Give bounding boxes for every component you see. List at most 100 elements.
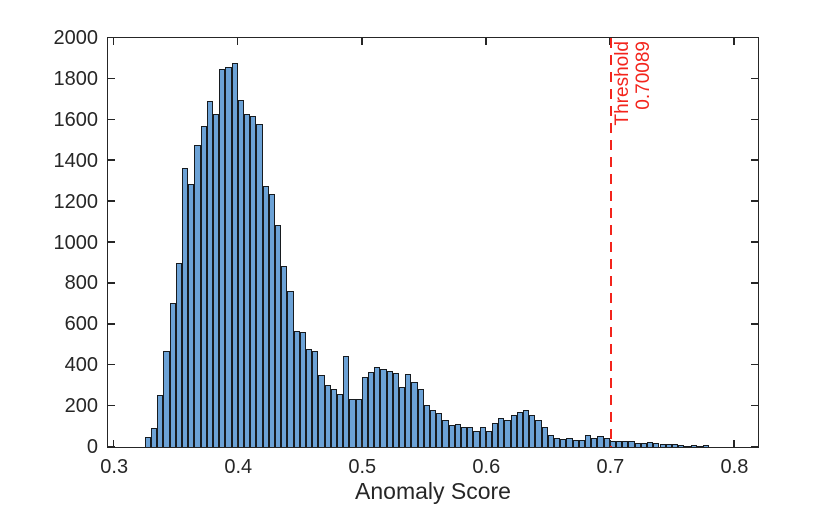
histogram-bar	[653, 443, 660, 447]
histogram-bar	[367, 372, 375, 447]
histogram-bar	[169, 303, 176, 447]
x-tick-mark	[361, 37, 363, 45]
y-tick-label: 600	[64, 313, 98, 336]
y-tick-mark	[750, 363, 758, 366]
histogram-bar	[510, 415, 517, 447]
histogram-bar	[281, 265, 288, 447]
x-tick-label: 0.5	[348, 456, 377, 478]
y-tick-label: 1400	[53, 149, 99, 172]
histogram-bar	[219, 69, 226, 447]
histogram-bar	[647, 442, 654, 447]
x-tick-label: 0.3	[100, 456, 129, 478]
histogram-bar	[454, 424, 462, 447]
histogram-bar	[361, 376, 368, 447]
y-tick-mark	[750, 241, 758, 243]
y-tick-mark	[107, 404, 115, 407]
y-tick-mark	[750, 118, 758, 121]
histogram-bar	[299, 331, 306, 447]
histogram-bar	[386, 371, 393, 447]
histogram-bar	[417, 389, 424, 447]
x-tick-mark	[609, 37, 611, 45]
x-tick-mark	[609, 439, 611, 447]
histogram-bar	[324, 384, 331, 447]
y-tick-label: 1800	[53, 67, 99, 90]
histogram-bar	[448, 425, 455, 447]
x-tick-label: 0.7	[596, 456, 625, 478]
histogram-bar	[312, 351, 319, 447]
y-tick-mark	[107, 323, 115, 325]
y-tick-mark	[750, 282, 758, 284]
histogram-bar	[572, 439, 579, 447]
histogram-bar	[144, 437, 151, 447]
histogram-bar	[566, 437, 573, 447]
histogram-bar	[702, 445, 710, 447]
histogram-bar	[690, 444, 697, 447]
histogram-bar	[696, 445, 703, 447]
y-tick-mark	[107, 36, 115, 39]
histogram-bar	[380, 369, 387, 447]
histogram-bar	[157, 395, 164, 447]
histogram-bar	[684, 445, 691, 447]
histogram-bar	[188, 183, 195, 447]
histogram-bar	[405, 373, 412, 447]
histogram-bar	[392, 372, 399, 447]
histogram-bar	[560, 438, 567, 447]
x-axis-label: Anomaly Score	[355, 478, 511, 504]
histogram-bar	[547, 435, 555, 447]
histogram-bar	[467, 426, 474, 447]
plot-area: Threshold 0.70089	[106, 36, 759, 448]
histogram-bar	[430, 410, 437, 447]
plot-inner: Threshold 0.70089	[107, 36, 758, 448]
histogram-bar	[194, 144, 201, 447]
y-tick-label: 1200	[53, 190, 99, 213]
threshold-label-text: Threshold	[611, 40, 633, 126]
histogram-bar	[163, 351, 170, 447]
y-tick-label: 1000	[53, 231, 99, 254]
histogram-bar	[516, 411, 524, 447]
x-tick-mark	[361, 439, 363, 447]
histogram-bar	[336, 394, 344, 447]
y-tick-label: 1600	[53, 108, 99, 131]
x-tick-mark	[112, 37, 115, 45]
histogram-bar	[578, 439, 586, 447]
histogram-bar	[374, 366, 381, 447]
histogram-bar	[597, 436, 604, 447]
histogram-bar	[250, 116, 257, 447]
x-tick-mark	[733, 37, 735, 45]
y-tick-label: 400	[64, 354, 98, 377]
histogram-bar	[243, 114, 251, 447]
histogram-bar	[473, 430, 480, 447]
y-tick-label: 2000	[53, 27, 99, 49]
histogram-bar	[622, 441, 629, 447]
histogram-bar	[411, 382, 418, 447]
histogram-bar	[343, 355, 350, 447]
y-tick-mark	[750, 36, 758, 39]
y-tick-mark	[107, 77, 115, 80]
histogram-bar	[181, 168, 189, 447]
histogram-bar	[498, 418, 505, 447]
histogram-bar	[665, 444, 672, 447]
y-tick-mark	[107, 159, 115, 161]
histogram-bar	[616, 441, 623, 447]
x-tick-mark	[733, 439, 735, 447]
histogram-bar	[274, 225, 282, 447]
histogram-bar	[355, 399, 362, 447]
x-tick-mark	[236, 439, 239, 447]
y-tick-mark	[107, 200, 115, 202]
histogram-bar	[634, 442, 641, 447]
histogram-bar	[330, 388, 337, 447]
x-tick-mark	[236, 37, 239, 45]
histogram-bar	[175, 263, 182, 447]
histogram-bar	[659, 444, 666, 447]
y-tick-mark	[750, 200, 758, 202]
y-tick-mark	[107, 118, 115, 121]
histogram-bar	[150, 428, 158, 447]
histogram-bar	[399, 387, 406, 447]
histogram-bar	[535, 419, 542, 447]
x-tick-mark	[485, 37, 487, 45]
threshold-line	[609, 37, 612, 447]
y-tick-mark	[107, 363, 115, 366]
histogram-bar	[585, 435, 592, 447]
histogram-bar	[212, 114, 220, 447]
histogram-bar	[492, 422, 499, 447]
